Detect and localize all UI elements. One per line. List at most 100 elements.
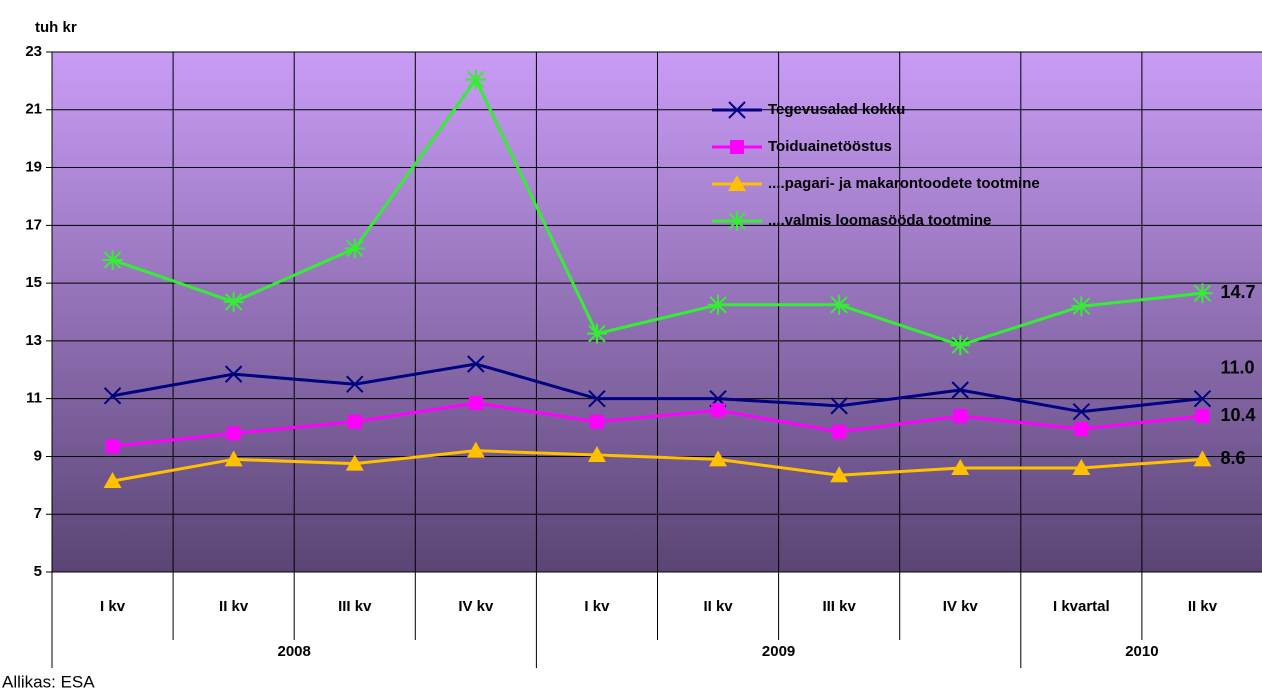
marker bbox=[586, 323, 607, 344]
y-axis-label: tuh kr bbox=[35, 19, 77, 36]
y-tick-label: 15 bbox=[25, 274, 42, 291]
marker bbox=[727, 211, 747, 231]
series-line bbox=[112, 449, 1203, 483]
y-tick-label: 21 bbox=[25, 101, 42, 118]
marker bbox=[589, 414, 604, 429]
x-tick-label: II kv bbox=[1188, 598, 1218, 615]
series-line bbox=[112, 362, 1203, 414]
marker bbox=[711, 403, 726, 418]
marker-part bbox=[951, 381, 969, 399]
x-tick-label: III kv bbox=[338, 598, 372, 615]
y-tick-label: 11 bbox=[26, 390, 42, 407]
marker bbox=[346, 375, 364, 393]
marker-part bbox=[1193, 450, 1212, 467]
marker-part bbox=[102, 250, 123, 270]
y-tick-label: 19 bbox=[25, 159, 42, 176]
marker-part bbox=[105, 439, 120, 454]
marker bbox=[223, 291, 244, 312]
y-tick-label: 17 bbox=[25, 216, 42, 233]
marker bbox=[1193, 450, 1212, 467]
marker-part bbox=[224, 365, 243, 383]
marker bbox=[467, 355, 485, 373]
marker-part bbox=[345, 454, 364, 471]
marker bbox=[468, 396, 483, 410]
marker-part bbox=[344, 238, 365, 259]
marker-part bbox=[465, 69, 486, 90]
marker-part bbox=[466, 441, 485, 458]
marker-part bbox=[711, 403, 726, 418]
marker bbox=[587, 446, 606, 462]
marker-part bbox=[586, 323, 607, 344]
marker bbox=[1193, 389, 1212, 408]
marker-part bbox=[1193, 389, 1212, 408]
marker bbox=[708, 294, 729, 315]
series-line bbox=[112, 401, 1203, 448]
marker bbox=[465, 69, 486, 90]
x-tick-label: IV kv bbox=[458, 598, 494, 615]
y-tick-label: 9 bbox=[34, 447, 42, 464]
marker bbox=[730, 140, 744, 154]
end-label: 10.4 bbox=[1220, 405, 1255, 425]
marker bbox=[830, 466, 849, 483]
marker-part bbox=[727, 211, 747, 231]
marker bbox=[588, 389, 606, 408]
group-label: 2010 bbox=[1125, 643, 1158, 660]
y-tick-label: 5 bbox=[34, 563, 42, 580]
marker-part bbox=[830, 466, 849, 483]
marker-part bbox=[709, 450, 728, 467]
marker-part bbox=[953, 409, 968, 423]
marker bbox=[829, 294, 850, 315]
legend-label: Toiduainetööstus bbox=[768, 138, 892, 155]
marker bbox=[1192, 283, 1213, 304]
marker-part bbox=[103, 472, 122, 488]
marker bbox=[951, 459, 970, 475]
group-label: 2008 bbox=[278, 643, 311, 660]
marker bbox=[951, 381, 969, 399]
legend-label: Tegevusalad kokku bbox=[768, 101, 905, 118]
marker-part bbox=[708, 294, 729, 315]
marker bbox=[709, 450, 728, 467]
marker-part bbox=[103, 387, 122, 405]
marker bbox=[345, 454, 364, 471]
marker-part bbox=[223, 291, 244, 312]
marker bbox=[1195, 409, 1210, 423]
series-line bbox=[112, 76, 1203, 347]
marker bbox=[466, 441, 485, 458]
marker-part bbox=[1192, 283, 1213, 304]
marker bbox=[103, 472, 122, 488]
marker-part bbox=[1074, 422, 1089, 436]
marker bbox=[226, 426, 241, 441]
marker bbox=[224, 450, 243, 467]
marker bbox=[344, 238, 365, 259]
marker bbox=[1072, 459, 1091, 475]
marker bbox=[832, 424, 847, 439]
x-tick-label: III kv bbox=[822, 598, 856, 615]
marker-part bbox=[589, 414, 604, 429]
x-tick-label: I kv bbox=[584, 598, 610, 615]
marker bbox=[950, 335, 971, 356]
legend-label: ....pagari- ja makarontoodete tootmine bbox=[768, 175, 1040, 192]
end-label: 8.6 bbox=[1220, 448, 1245, 468]
marker-part bbox=[587, 446, 606, 462]
marker bbox=[1072, 402, 1091, 421]
marker bbox=[728, 175, 746, 191]
end-label: 11.0 bbox=[1220, 357, 1254, 377]
end-label: 14.7 bbox=[1220, 282, 1255, 302]
source: Allikas: ESA bbox=[2, 672, 95, 691]
marker-part bbox=[468, 396, 483, 410]
marker-part bbox=[829, 294, 850, 315]
marker bbox=[953, 409, 968, 423]
x-tick-label: I kv bbox=[100, 598, 126, 615]
marker-part bbox=[951, 459, 970, 475]
marker bbox=[347, 414, 362, 429]
marker bbox=[1074, 422, 1089, 436]
y-tick-label: 7 bbox=[34, 505, 42, 522]
marker bbox=[103, 387, 122, 405]
marker bbox=[224, 365, 243, 383]
marker-part bbox=[730, 140, 744, 154]
marker-part bbox=[467, 355, 485, 373]
marker-part bbox=[588, 389, 606, 408]
marker-part bbox=[832, 424, 847, 439]
legend-label: ....valmis loomasööda tootmine bbox=[768, 212, 991, 229]
